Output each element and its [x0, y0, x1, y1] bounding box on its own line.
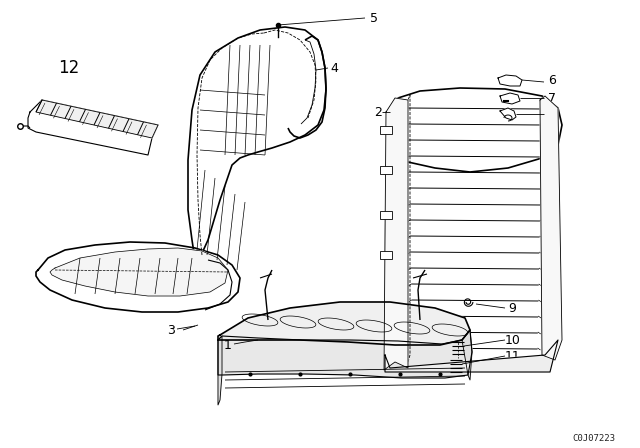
Polygon shape — [36, 242, 240, 312]
Polygon shape — [218, 336, 222, 405]
Text: 1: 1 — [224, 339, 232, 352]
Bar — [380, 126, 392, 134]
Text: 6: 6 — [548, 73, 556, 86]
Polygon shape — [385, 340, 558, 372]
Bar — [380, 211, 392, 219]
Bar — [380, 166, 392, 174]
Text: 2: 2 — [374, 105, 382, 119]
Polygon shape — [218, 302, 470, 345]
Bar — [380, 251, 392, 259]
Text: 10: 10 — [505, 333, 521, 346]
Polygon shape — [50, 248, 228, 296]
Polygon shape — [28, 100, 158, 155]
Polygon shape — [540, 96, 562, 360]
Polygon shape — [188, 27, 326, 265]
Polygon shape — [218, 330, 472, 378]
Polygon shape — [384, 98, 408, 370]
Text: 5: 5 — [370, 12, 378, 25]
Text: 11: 11 — [505, 349, 521, 362]
Text: 8: 8 — [548, 108, 556, 121]
Polygon shape — [500, 93, 520, 104]
Polygon shape — [36, 100, 158, 138]
Polygon shape — [462, 330, 472, 380]
Text: 7: 7 — [548, 91, 556, 104]
Polygon shape — [498, 75, 522, 86]
Text: 3: 3 — [167, 323, 175, 336]
Polygon shape — [500, 108, 516, 120]
Text: 4: 4 — [330, 61, 338, 74]
Text: C0J07223: C0J07223 — [572, 434, 615, 443]
Polygon shape — [385, 88, 562, 350]
Text: 12: 12 — [58, 59, 79, 77]
Text: 9: 9 — [508, 302, 516, 314]
